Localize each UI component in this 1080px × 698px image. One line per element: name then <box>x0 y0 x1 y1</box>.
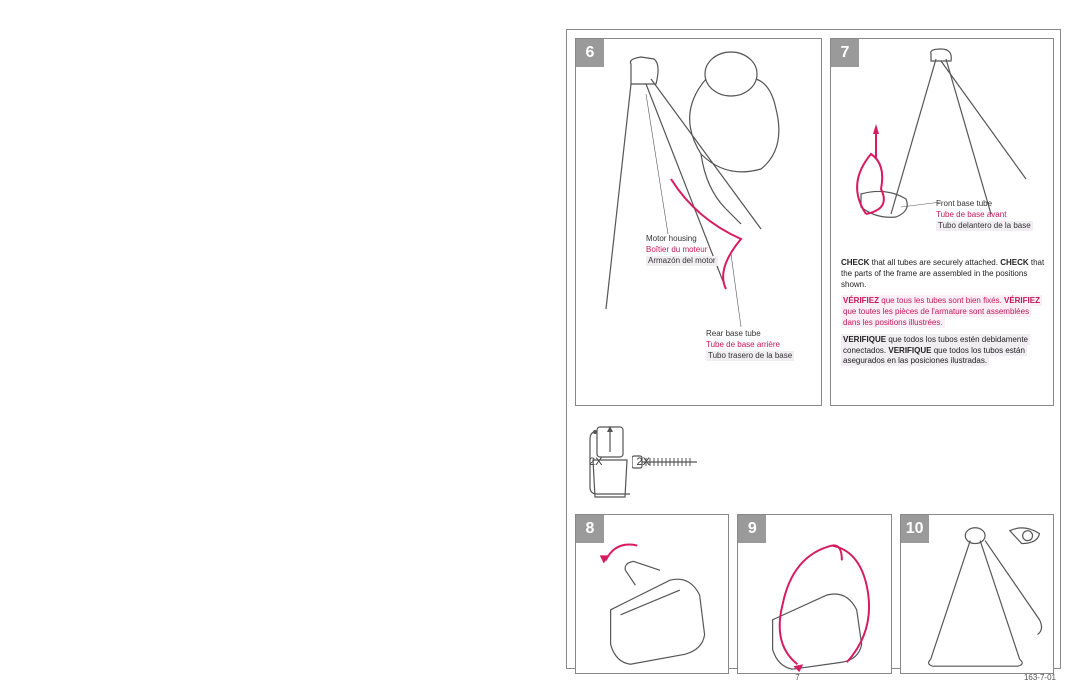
label-es: Armazón del motor <box>646 256 718 267</box>
panel-step-10: 10 <box>900 514 1054 674</box>
part-screw-icon <box>632 452 702 472</box>
label-en: Motor housing <box>646 234 746 245</box>
page-frame: 6 Motor housing B <box>566 29 1061 669</box>
label-en: Rear base tube <box>706 329 816 340</box>
panel-step-9: 9 <box>737 514 891 674</box>
label-front-tube: Front base tube Tube de base avant Tubo … <box>936 199 1051 231</box>
illustration-step-8 <box>576 515 728 675</box>
label-fr: Tube de base avant <box>936 210 1051 221</box>
doc-code: 163-7-01 <box>1024 673 1056 682</box>
check-text: CHECK that all tubes are securely attach… <box>841 258 1046 373</box>
panel-step-8: 8 <box>575 514 729 674</box>
illustration-step-9 <box>738 515 890 675</box>
row-bottom: 8 9 10 <box>575 514 1054 647</box>
label-es: Tubo trasero de la base <box>706 351 794 362</box>
panel-step-7: 7 Front base tube Tube de base avant <box>830 38 1054 406</box>
page-number: 7 <box>795 673 799 682</box>
illustration-step-6 <box>576 39 823 339</box>
label-motor-housing: Motor housing Boîtier du moteur Armazón … <box>646 234 746 266</box>
check-en: CHECK that all tubes are securely attach… <box>841 258 1046 290</box>
parts-row: 2X 2X <box>575 414 1054 509</box>
label-fr: Tube de base arrière <box>706 340 816 351</box>
check-es: VERIFIQUE que todos los tubos estén debi… <box>841 335 1046 367</box>
label-en: Front base tube <box>936 199 1051 210</box>
panel-step-6: 6 Motor housing B <box>575 38 822 406</box>
label-rear-tube: Rear base tube Tube de base arrière Tubo… <box>706 329 816 361</box>
illustration-step-10 <box>901 515 1053 675</box>
label-fr: Boîtier du moteur <box>646 245 746 256</box>
page-footer: 7 163-7-01 <box>567 673 1060 682</box>
label-es: Tubo delantero de la base <box>936 221 1033 232</box>
check-fr: VÉRIFIEZ que tous les tubes sont bien fi… <box>841 296 1046 328</box>
row-top: 6 Motor housing B <box>575 38 1054 406</box>
